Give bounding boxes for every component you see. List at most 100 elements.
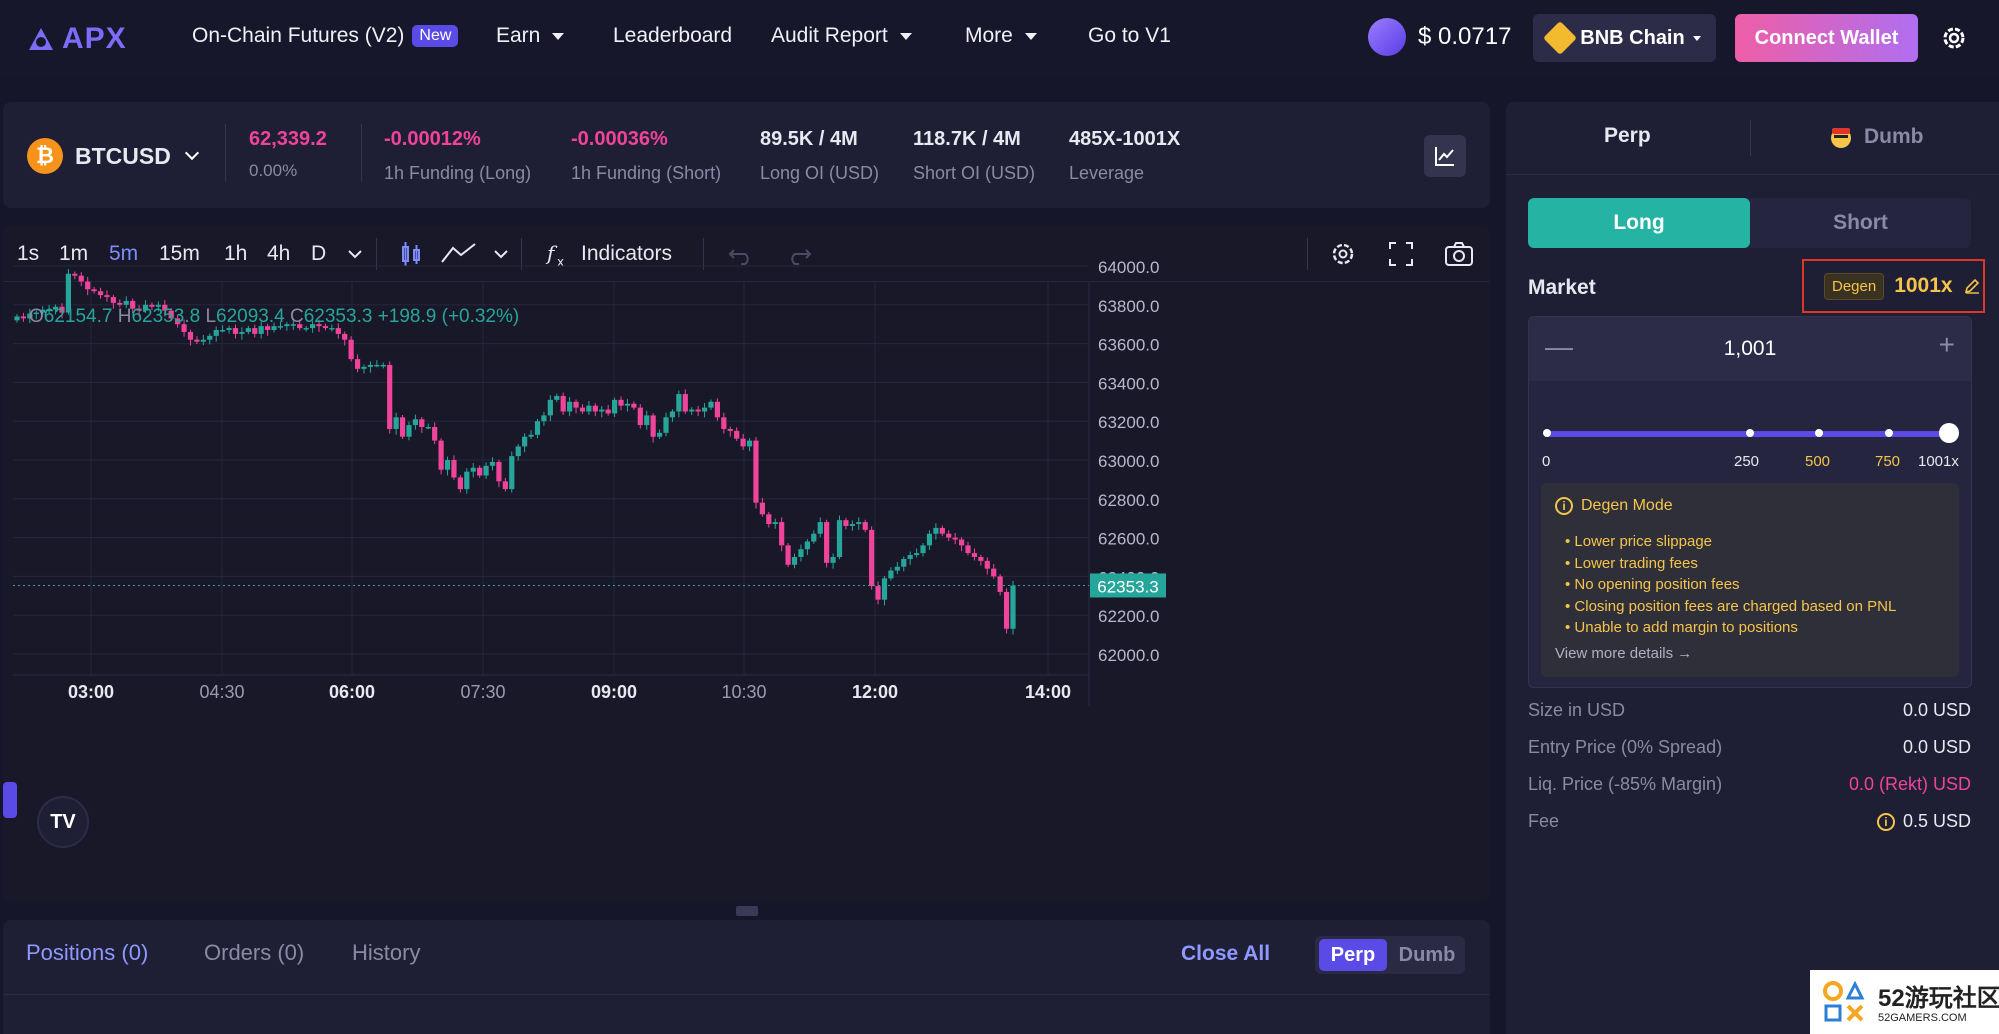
timeframe-4h[interactable]: 4h xyxy=(267,242,291,265)
view-more-details-link[interactable]: View more details → xyxy=(1555,645,1693,662)
x-tick-label: 04:30 xyxy=(199,682,244,702)
candle-body xyxy=(46,309,52,312)
tab-dumb[interactable]: Dumb xyxy=(1828,124,1924,150)
fullscreen-icon[interactable] xyxy=(1385,238,1417,270)
leverage-slider-thumb[interactable] xyxy=(1939,423,1959,443)
undo-icon[interactable] xyxy=(725,238,757,270)
divider xyxy=(225,124,226,182)
tab-orders[interactable]: Orders (0) xyxy=(204,940,305,965)
apx-logo[interactable]: APX xyxy=(26,22,127,56)
candle-body xyxy=(457,477,463,490)
chevron-down-icon[interactable] xyxy=(485,238,517,270)
minus-icon[interactable]: — xyxy=(1545,331,1573,362)
caret-down-icon xyxy=(899,32,912,40)
stat-value: -0.00036% xyxy=(571,128,668,150)
candle-body xyxy=(136,308,142,311)
tab-history[interactable]: History xyxy=(352,940,421,965)
candle-body xyxy=(830,557,836,563)
ticker-bar: ₿ BTCUSD 62,339.2 0.00% -0.00012% 1h Fun… xyxy=(3,102,1490,208)
fee-info-icon[interactable]: i xyxy=(1876,812,1895,831)
trade-panel: Perp Dumb Long Short Market Degen 1001x … xyxy=(1506,102,1999,1034)
chart-toggle-button[interactable] xyxy=(1424,135,1466,177)
panel-resize-handle[interactable] xyxy=(736,906,758,916)
candlestick-icon[interactable] xyxy=(395,238,427,270)
long-button[interactable]: Long xyxy=(1528,198,1750,248)
candle-body xyxy=(432,427,438,441)
watermark: 52游玩社区 52GAMERS.COM xyxy=(1810,970,1999,1034)
list-item: • Unable to add margin to positions xyxy=(1565,619,1798,636)
y-tick-label: 62600.0 xyxy=(1098,530,1159,549)
camera-icon[interactable] xyxy=(1443,238,1475,270)
price-chart[interactable]: 64000.0 63800.0 63600.0 63400.0 63200.0 63000… xyxy=(3,226,1490,901)
timeframe-d[interactable]: D xyxy=(311,242,327,265)
candle-body xyxy=(85,281,91,290)
candle-body xyxy=(399,417,406,437)
leverage-edit[interactable]: Degen 1001x xyxy=(1802,259,1985,313)
timeframe-5m[interactable]: 5m xyxy=(109,242,139,265)
candle-body xyxy=(785,545,791,565)
y-tick-label: 63200.0 xyxy=(1098,413,1159,432)
list-item: • Lower price slippage xyxy=(1565,533,1712,550)
candle-body xyxy=(779,522,785,546)
seg-perp[interactable]: Perp xyxy=(1319,939,1387,971)
timeframe-1s[interactable]: 1s xyxy=(17,242,40,265)
candle-body xyxy=(528,434,534,437)
tab-perp[interactable]: Perp xyxy=(1604,124,1651,147)
nav-audit-report[interactable]: Audit Report xyxy=(771,24,912,48)
ohlc-legend: O62154.7 H62353.8 L62093.4 C62353.3 +198… xyxy=(29,306,519,328)
y-tick-label: 63400.0 xyxy=(1098,374,1159,393)
candle-body xyxy=(579,407,586,412)
slider-mark xyxy=(1543,429,1551,437)
timeframe-1h[interactable]: 1h xyxy=(224,242,248,265)
long-short-toggle: Long Short xyxy=(1528,198,1971,248)
nav-go-to-v1[interactable]: Go to V1 xyxy=(1088,24,1171,48)
watermark-sub: 52GAMERS.COM xyxy=(1878,1012,1967,1024)
plus-icon[interactable]: + xyxy=(1938,329,1955,360)
nav-earn[interactable]: Earn xyxy=(496,24,565,48)
candle-body xyxy=(689,409,695,412)
chevron-down-icon[interactable] xyxy=(339,238,371,270)
timeframe-1m[interactable]: 1m xyxy=(59,242,89,265)
pair-selector[interactable]: ₿ BTCUSD xyxy=(27,138,199,174)
watermark-logo xyxy=(1823,980,1865,1022)
candle-body xyxy=(856,522,862,525)
nav-label: On-Chain Futures (V2) xyxy=(192,24,405,47)
nav-leaderboard[interactable]: Leaderboard xyxy=(613,24,732,48)
drawing-toolbar-toggle[interactable] xyxy=(3,782,17,818)
price-change: 0.00% xyxy=(249,161,298,180)
leverage-input[interactable]: 1,001 xyxy=(1723,337,1777,360)
stat-value: -0.00012% xyxy=(384,128,481,150)
dumb-emoji-icon xyxy=(1831,128,1851,148)
timeframe-15m[interactable]: 15m xyxy=(159,242,200,265)
x-tick-label: 09:00 xyxy=(591,682,637,702)
candle-body xyxy=(888,570,894,579)
candle-body xyxy=(496,461,502,482)
token-price: $ 0.0717 xyxy=(1368,18,1511,56)
indicators-button[interactable]: Indicators xyxy=(581,242,673,265)
short-button[interactable]: Short xyxy=(1833,211,1888,234)
candle-body xyxy=(637,407,643,426)
tradingview-logo[interactable]: TV xyxy=(37,796,89,848)
nav-on-chain-futures[interactable]: On-Chain Futures (V2) New xyxy=(192,24,459,48)
pair-label: BTCUSD xyxy=(75,142,171,169)
candle-body xyxy=(708,401,714,408)
seg-dumb[interactable]: Dumb xyxy=(1398,943,1456,966)
candle-body xyxy=(367,364,374,367)
candle-body xyxy=(798,549,804,557)
close-all-button[interactable]: Close All xyxy=(1181,942,1271,965)
tab-positions[interactable]: Positions (0) xyxy=(26,940,149,965)
candle-body xyxy=(194,339,200,342)
redo-icon[interactable] xyxy=(783,238,815,270)
apx-logo-icon xyxy=(29,28,53,50)
line-style-icon[interactable] xyxy=(439,238,479,270)
settings-gear-icon[interactable] xyxy=(1938,22,1970,54)
connect-wallet-button[interactable]: Connect Wallet xyxy=(1735,14,1918,62)
divider xyxy=(376,238,377,270)
stat-value: 118.7K / 4M xyxy=(913,128,1021,150)
nav-more[interactable]: More xyxy=(965,24,1037,48)
chart-settings-icon[interactable] xyxy=(1327,238,1359,270)
chain-selector[interactable]: BNB Chain xyxy=(1533,14,1716,62)
candle-body xyxy=(303,328,309,330)
